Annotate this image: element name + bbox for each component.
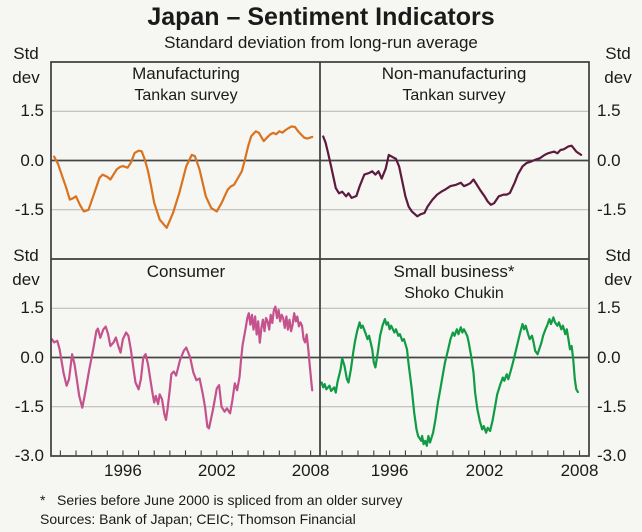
y-axis-unit-line1: Std [605, 246, 631, 265]
y-tick-label-left: 0.0 [20, 347, 44, 367]
y-axis-unit-top-right: Std dev [596, 42, 640, 90]
panel-title-consumer: Consumer [55, 261, 317, 283]
y-tick-label-right: -1.5 [597, 396, 627, 416]
y-axis-unit-line1: Std [605, 44, 631, 63]
panel-title-small-business: Small business* Shoko Chukin [323, 261, 585, 305]
y-axis-unit-top-left: Std dev [4, 42, 48, 90]
y-axis-unit-line2: dev [604, 270, 632, 289]
panel-title-line1: Small business* [393, 262, 515, 281]
y-tick-label-left: 1.5 [20, 298, 44, 318]
y-axis-unit-bottom-left: Std dev [4, 244, 48, 292]
y-axis-unit-bottom-right: Std dev [596, 244, 640, 292]
y-axis-unit-line1: Std [13, 246, 39, 265]
series-line-consumer [51, 305, 314, 430]
panel-title-non-manufacturing: Non-manufacturing Tankan survey [323, 63, 585, 107]
y-axis-unit-line2: dev [12, 270, 40, 289]
y-axis-unit-line2: dev [604, 68, 632, 87]
panel-title-line2: Tankan survey [402, 87, 506, 104]
panel-title-line1: Manufacturing [132, 64, 240, 83]
y-tick-label-right: 0.0 [597, 150, 621, 170]
panel-title-line1: Non-manufacturing [381, 64, 527, 83]
y-tick-label-left: 0.0 [20, 150, 44, 170]
y-tick-label-left: -3.0 [14, 446, 44, 465]
footnote-marker: * [40, 492, 46, 508]
panel-title-line2: Shoko Chukin [404, 285, 504, 302]
series-line-non-manufacturing [322, 135, 583, 218]
y-tick-label-left: 1.5 [20, 101, 44, 121]
chart-subtitle: Standard deviation from long-run average [164, 33, 478, 52]
sources-text: Sources: Bank of Japan; CEIC; Thomson Fi… [40, 511, 356, 527]
panel-title-line1: Consumer [146, 262, 226, 281]
x-tick-label: 2002 [197, 461, 236, 480]
panel-title-line2: Tankan survey [134, 87, 238, 104]
footnote-text: Series before June 2000 is spliced from … [57, 492, 403, 508]
x-tick-label: 2002 [465, 461, 504, 480]
y-tick-label-right: 0.0 [597, 347, 621, 367]
y-tick-label-left: -1.5 [14, 396, 44, 416]
y-tick-label-right: -1.5 [597, 199, 627, 219]
x-tick-label: 1996 [370, 461, 409, 480]
x-tick-label: 2008 [291, 461, 330, 480]
y-tick-label-right: 1.5 [597, 101, 621, 121]
y-tick-label-left: -1.5 [14, 199, 44, 219]
y-tick-label-right: 1.5 [597, 298, 621, 318]
y-tick-label-right: -3.0 [597, 446, 627, 465]
series-line-manufacturing [52, 125, 314, 229]
x-tick-label: 1996 [104, 461, 142, 480]
panel-title-manufacturing: Manufacturing Tankan survey [55, 63, 317, 107]
y-axis-unit-line1: Std [13, 44, 39, 63]
y-axis-unit-line2: dev [12, 68, 40, 87]
x-tick-label: 2008 [560, 461, 599, 480]
chart-title: Japan – Sentiment Indicators [147, 3, 495, 31]
series-line-small-business [320, 316, 580, 447]
